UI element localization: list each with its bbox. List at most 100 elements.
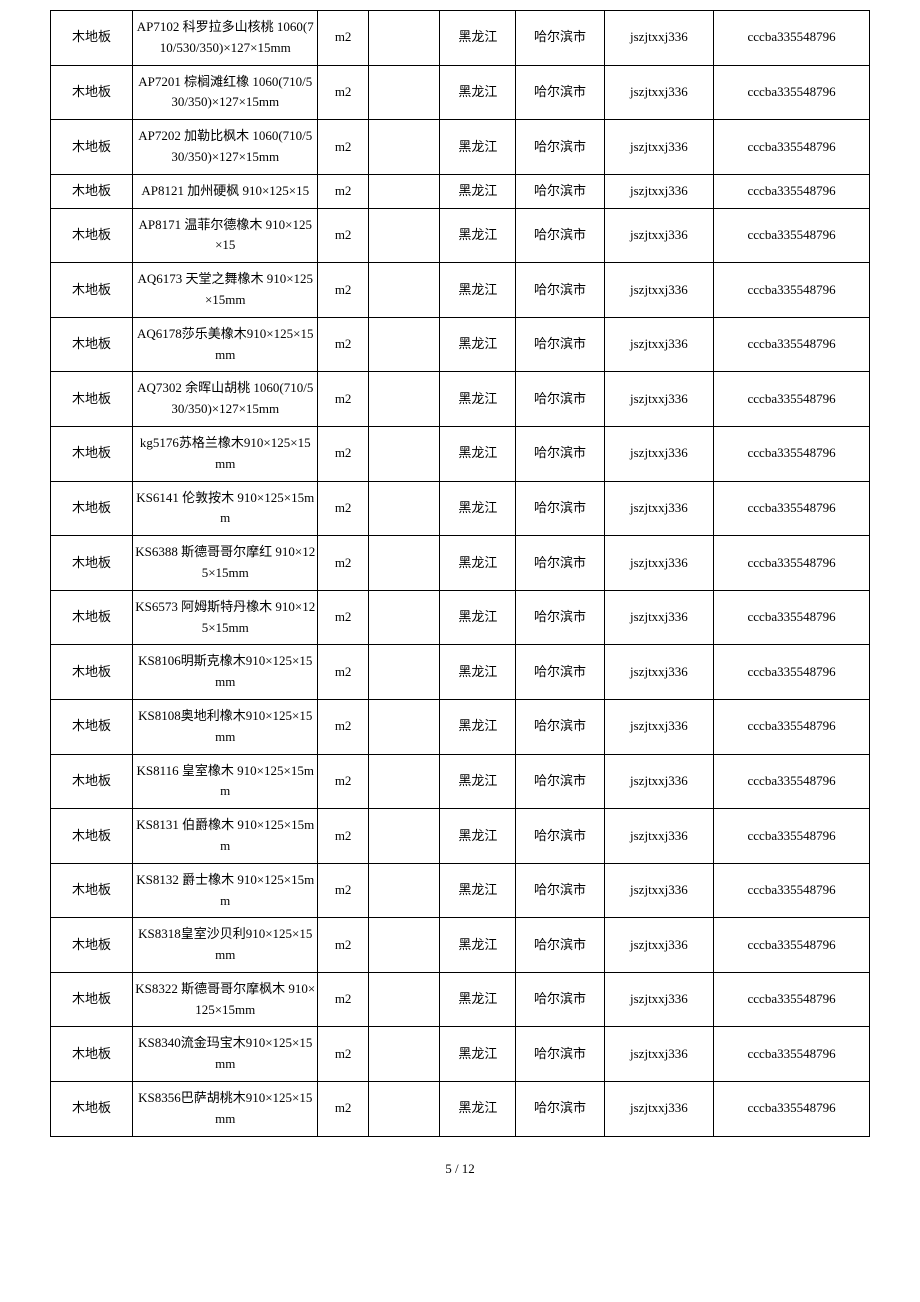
table-cell: 木地板: [51, 65, 133, 120]
table-cell: m2: [318, 1082, 369, 1137]
table-cell: m2: [318, 1027, 369, 1082]
table-cell: [368, 590, 440, 645]
table-cell: jszjtxxj336: [604, 65, 713, 120]
table-cell: m2: [318, 263, 369, 318]
table-cell: KS6388 斯德哥哥尔摩红 910×125×15mm: [133, 536, 318, 591]
table-cell: jszjtxxj336: [604, 174, 713, 208]
table-cell: jszjtxxj336: [604, 590, 713, 645]
table-cell: 木地板: [51, 11, 133, 66]
table-cell: AP8171 温菲尔德橡木 910×125×15: [133, 208, 318, 263]
table-cell: 黑龙江: [440, 536, 516, 591]
table-cell: 哈尔滨市: [516, 317, 604, 372]
table-cell: jszjtxxj336: [604, 426, 713, 481]
table-cell: AP7102 科罗拉多山核桃 1060(710/530/350)×127×15m…: [133, 11, 318, 66]
table-cell: 木地板: [51, 1082, 133, 1137]
table-row: 木地板KS8106明斯克橡木910×125×15mmm2黑龙江哈尔滨市jszjt…: [51, 645, 870, 700]
table-cell: 木地板: [51, 918, 133, 973]
table-cell: 黑龙江: [440, 263, 516, 318]
table-cell: m2: [318, 809, 369, 864]
table-row: 木地板AP7202 加勒比枫木 1060(710/530/350)×127×15…: [51, 120, 870, 175]
table-cell: jszjtxxj336: [604, 317, 713, 372]
table-cell: 哈尔滨市: [516, 1082, 604, 1137]
table-cell: KS8131 伯爵橡木 910×125×15mm: [133, 809, 318, 864]
table-row: 木地板KS8108奥地利橡木910×125×15mmm2黑龙江哈尔滨市jszjt…: [51, 699, 870, 754]
table-cell: 黑龙江: [440, 1082, 516, 1137]
table-cell: [368, 972, 440, 1027]
table-cell: 黑龙江: [440, 645, 516, 700]
table-cell: cccba335548796: [714, 317, 870, 372]
table-row: 木地板KS8131 伯爵橡木 910×125×15mmm2黑龙江哈尔滨市jszj…: [51, 809, 870, 864]
table-cell: [368, 426, 440, 481]
table-cell: [368, 1082, 440, 1137]
table-row: 木地板KS8356巴萨胡桃木910×125×15mmm2黑龙江哈尔滨市jszjt…: [51, 1082, 870, 1137]
table-cell: m2: [318, 426, 369, 481]
table-row: 木地板AP8171 温菲尔德橡木 910×125×15m2黑龙江哈尔滨市jszj…: [51, 208, 870, 263]
table-cell: 木地板: [51, 645, 133, 700]
table-cell: jszjtxxj336: [604, 208, 713, 263]
table-cell: [368, 645, 440, 700]
table-cell: 黑龙江: [440, 317, 516, 372]
table-cell: 黑龙江: [440, 918, 516, 973]
table-cell: 哈尔滨市: [516, 1027, 604, 1082]
table-cell: 哈尔滨市: [516, 918, 604, 973]
table-cell: KS6141 伦敦按木 910×125×15mm: [133, 481, 318, 536]
table-cell: kg5176苏格兰橡木910×125×15mm: [133, 426, 318, 481]
table-cell: jszjtxxj336: [604, 918, 713, 973]
table-cell: [368, 208, 440, 263]
table-cell: 黑龙江: [440, 754, 516, 809]
table-cell: 黑龙江: [440, 11, 516, 66]
table-cell: 木地板: [51, 754, 133, 809]
table-cell: 哈尔滨市: [516, 208, 604, 263]
table-cell: [368, 809, 440, 864]
table-cell: 木地板: [51, 263, 133, 318]
table-cell: [368, 699, 440, 754]
table-cell: 黑龙江: [440, 809, 516, 864]
table-cell: [368, 481, 440, 536]
table-cell: 黑龙江: [440, 174, 516, 208]
table-cell: KS8322 斯德哥哥尔摩枫木 910×125×15mm: [133, 972, 318, 1027]
table-cell: 黑龙江: [440, 699, 516, 754]
table-cell: cccba335548796: [714, 590, 870, 645]
table-row: 木地板AP7102 科罗拉多山核桃 1060(710/530/350)×127×…: [51, 11, 870, 66]
table-cell: m2: [318, 863, 369, 918]
table-cell: m2: [318, 972, 369, 1027]
table-row: 木地板AQ6173 天堂之舞橡木 910×125×15mmm2黑龙江哈尔滨市js…: [51, 263, 870, 318]
table-cell: 木地板: [51, 372, 133, 427]
table-cell: cccba335548796: [714, 754, 870, 809]
table-cell: [368, 174, 440, 208]
table-cell: m2: [318, 372, 369, 427]
table-row: 木地板KS8318皇室沙贝利910×125×15mmm2黑龙江哈尔滨市jszjt…: [51, 918, 870, 973]
table-cell: m2: [318, 481, 369, 536]
table-cell: KS8340流金玛宝木910×125×15mm: [133, 1027, 318, 1082]
table-cell: 哈尔滨市: [516, 536, 604, 591]
table-cell: 哈尔滨市: [516, 972, 604, 1027]
table-cell: 哈尔滨市: [516, 120, 604, 175]
table-cell: [368, 754, 440, 809]
table-cell: cccba335548796: [714, 645, 870, 700]
table-cell: cccba335548796: [714, 972, 870, 1027]
table-cell: cccba335548796: [714, 1027, 870, 1082]
table-cell: 哈尔滨市: [516, 174, 604, 208]
table-row: 木地板AQ6178莎乐美橡木910×125×15mmm2黑龙江哈尔滨市jszjt…: [51, 317, 870, 372]
table-cell: [368, 1027, 440, 1082]
table-cell: cccba335548796: [714, 426, 870, 481]
table-cell: 木地板: [51, 174, 133, 208]
table-row: 木地板AP7201 棕榈滩红橡 1060(710/530/350)×127×15…: [51, 65, 870, 120]
table-cell: jszjtxxj336: [604, 645, 713, 700]
table-cell: 哈尔滨市: [516, 754, 604, 809]
table-row: 木地板KS6388 斯德哥哥尔摩红 910×125×15mmm2黑龙江哈尔滨市j…: [51, 536, 870, 591]
table-cell: 黑龙江: [440, 372, 516, 427]
table-cell: [368, 317, 440, 372]
table-cell: 黑龙江: [440, 590, 516, 645]
table-cell: 木地板: [51, 536, 133, 591]
table-cell: jszjtxxj336: [604, 1027, 713, 1082]
table-cell: cccba335548796: [714, 11, 870, 66]
table-row: 木地板kg5176苏格兰橡木910×125×15mmm2黑龙江哈尔滨市jszjt…: [51, 426, 870, 481]
table-cell: KS6573 阿姆斯特丹橡木 910×125×15mm: [133, 590, 318, 645]
table-cell: 哈尔滨市: [516, 645, 604, 700]
table-cell: AP8121 加州硬枫 910×125×15: [133, 174, 318, 208]
page-footer: 5 / 12: [0, 1161, 920, 1177]
table-cell: 哈尔滨市: [516, 426, 604, 481]
table-row: 木地板AQ7302 余晖山胡桃 1060(710/530/350)×127×15…: [51, 372, 870, 427]
table-cell: m2: [318, 11, 369, 66]
